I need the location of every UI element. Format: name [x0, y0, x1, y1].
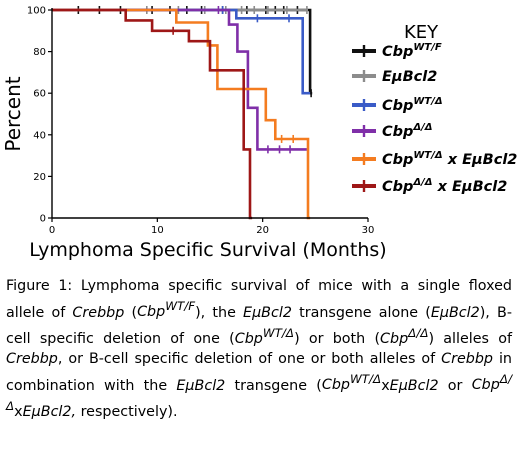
figure-caption: Figure 1: Lymphoma specific survival of … — [6, 276, 512, 422]
legend-label: EμBcl2 — [382, 69, 437, 85]
caption-text: x — [14, 403, 23, 420]
caption-text: x — [381, 377, 390, 394]
gene-name: Crebbp — [72, 304, 125, 321]
caption-text: Figure 1: Lymphoma specific survival of … — [6, 278, 512, 321]
transgene-name: EμBcl2 — [243, 304, 292, 321]
genotype: CbpΔ/Δ — [380, 325, 429, 347]
plot-area — [52, 6, 313, 220]
legend-label: CbpΔ/Δ x EμBcl2 — [382, 177, 507, 195]
gene-name: Crebbp — [6, 351, 58, 368]
caption-text: transgene alone ( — [291, 304, 431, 321]
y-tick-label: 20 — [33, 172, 46, 183]
legend: KEY CbpWT/F EμBcl2 CbpWT/Δ CbpΔ/Δ CbpWT/Δ x … — [352, 22, 517, 195]
x-tick-label: 20 — [256, 225, 269, 236]
legend-label: CbpWT/Δ — [382, 96, 443, 114]
legend-label: CbpWT/F — [382, 42, 442, 60]
caption-text: ) or both ( — [294, 330, 381, 347]
caption-text: in combination with the — [6, 351, 512, 394]
y-tick-label: 40 — [33, 130, 46, 141]
y-tick-label: 60 — [33, 89, 46, 100]
transgene-name: EμBcl2 — [430, 304, 480, 321]
y-tick-label: 0 — [40, 214, 46, 225]
x-tick-label: 30 — [362, 225, 375, 236]
x-tick-label: 0 — [49, 225, 55, 236]
y-tick-label: 80 — [33, 47, 46, 58]
caption-text: , or B-cell specific deletion of one or … — [57, 351, 442, 368]
legend-label: CbpΔ/Δ — [382, 122, 433, 140]
x-axis-title: Lymphoma Specific Survival (Months) — [29, 239, 386, 261]
caption-text: ) alleles of — [428, 330, 513, 347]
genotype: CbpWT/Δ — [321, 372, 382, 394]
caption-text: ), B-cell specific deletion of one ( — [6, 304, 512, 347]
series-line-6 — [52, 8, 253, 220]
x-tick-label: 10 — [151, 225, 164, 236]
transgene-name: EμBcl2 — [389, 377, 439, 394]
legend-label: CbpWT/Δ x EμBcl2 — [382, 150, 517, 168]
caption-text: ), the — [195, 304, 244, 321]
caption-text: or — [438, 377, 472, 394]
axes: 0 20 40 60 80 100 0 10 20 30 — [27, 6, 374, 237]
transgene-name: EμBcl2 — [176, 377, 226, 394]
y-tick-label: 100 — [27, 6, 46, 17]
survival-chart: 0 20 40 60 80 100 0 10 20 30 Percent Lymphoma Spe… — [1, 6, 517, 262]
genotype: CbpWT/F — [137, 299, 196, 321]
series-line-5 — [52, 8, 311, 220]
series-line-4 — [52, 8, 307, 151]
transgene-name: EμBcl2, — [22, 403, 77, 420]
caption-text: transgene ( — [225, 377, 322, 394]
legend-title: KEY — [404, 22, 439, 43]
genotype: CbpWT/Δ — [234, 325, 295, 347]
gene-name: Crebbp — [441, 351, 494, 368]
caption-text: respectively). — [76, 403, 178, 420]
y-axis-title: Percent — [1, 76, 25, 151]
caption-text: ( — [124, 304, 138, 321]
genotype: CbpΔ/Δ — [6, 372, 512, 413]
